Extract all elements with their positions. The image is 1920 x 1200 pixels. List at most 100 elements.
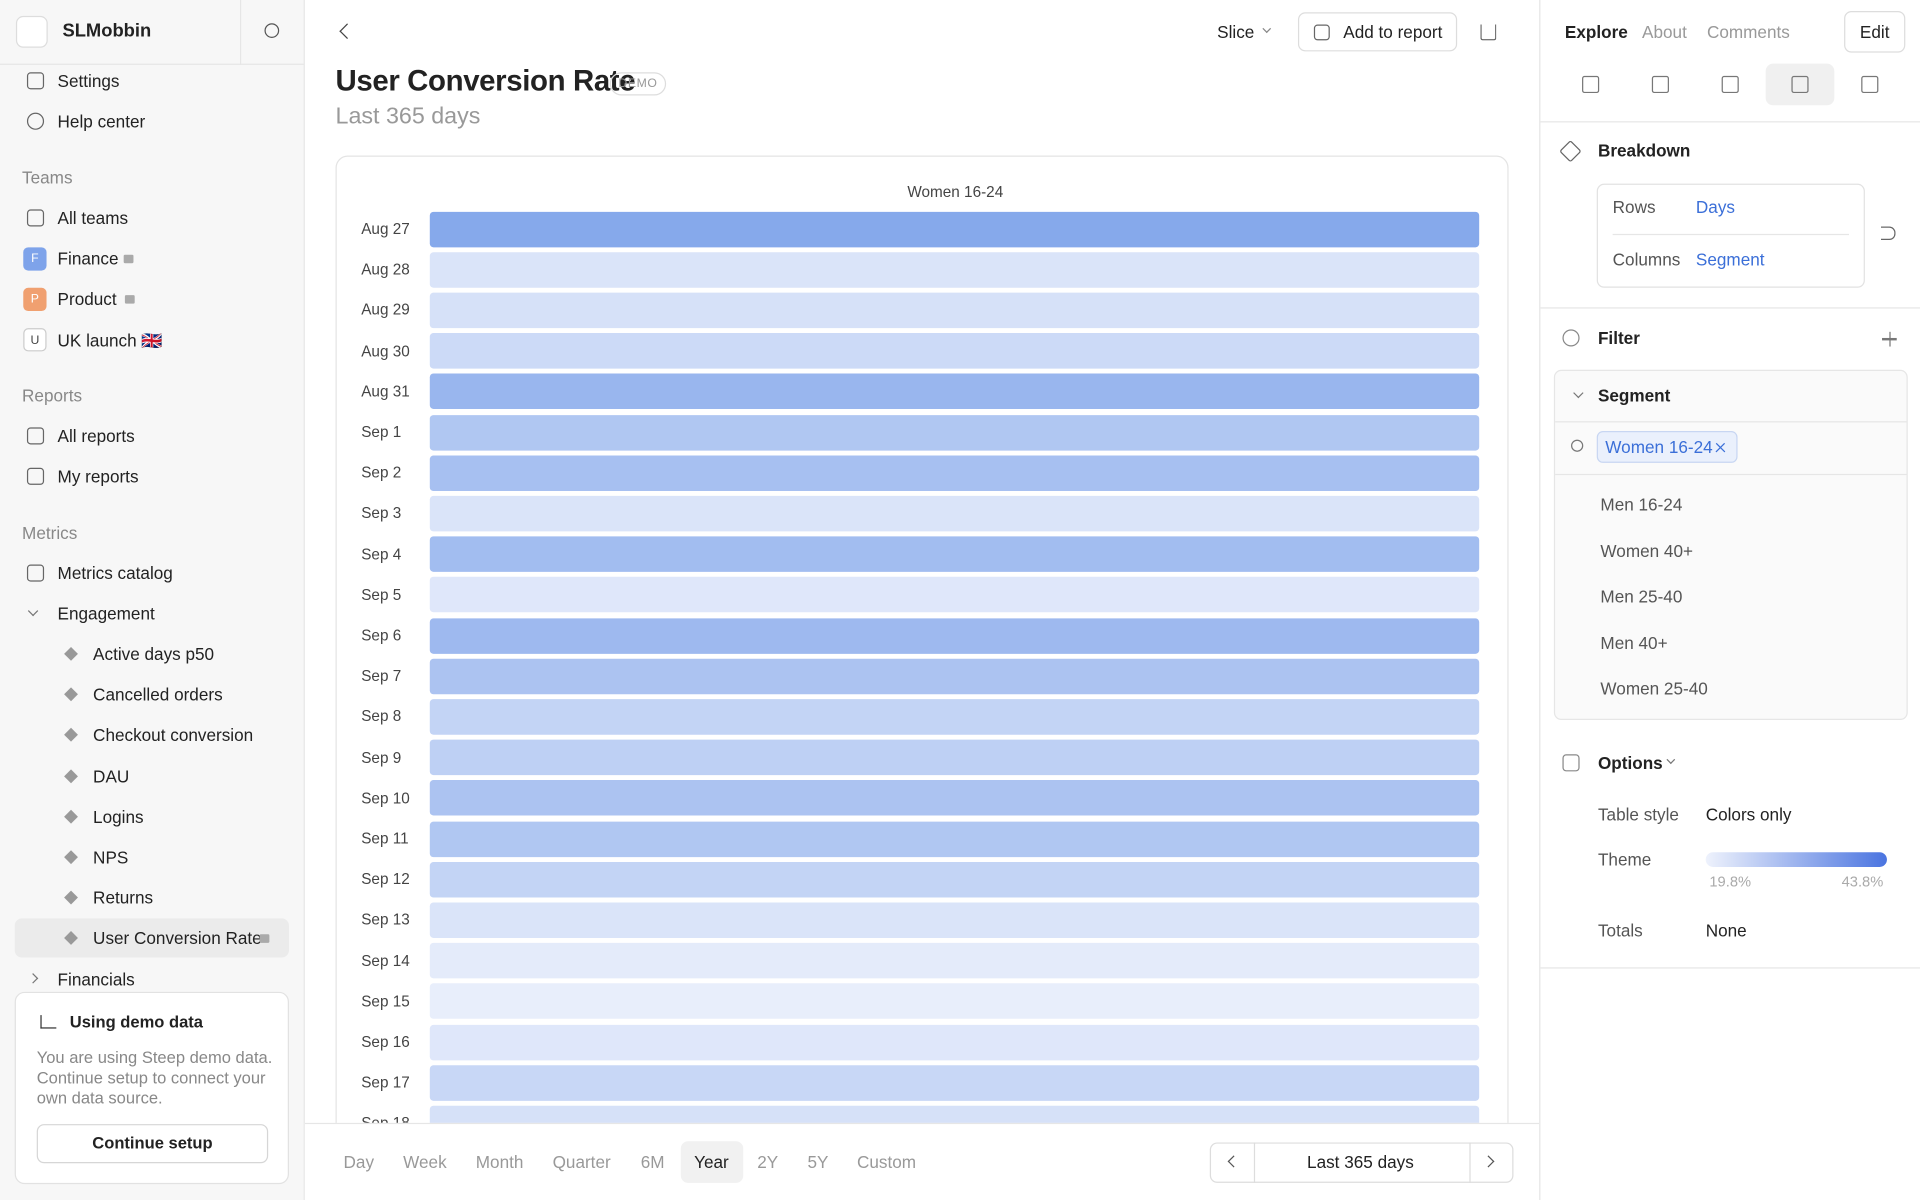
search-icon[interactable] <box>264 23 280 38</box>
tab[interactable]: Comments <box>1706 22 1790 42</box>
divider <box>1540 967 1920 969</box>
segment-option[interactable]: Women 25-40 <box>1600 678 1708 698</box>
selected-range <box>680 1141 744 1183</box>
row-label: Sep 6 <box>361 626 402 645</box>
heatmap-cell <box>429 658 1480 694</box>
team-link[interactable]: UK launch 🇬🇧 <box>57 330 163 350</box>
heatmap-cell <box>429 821 1480 857</box>
icon <box>26 467 45 485</box>
row-label: Sep 12 <box>361 870 410 888</box>
demo-badge: DEMO <box>609 72 667 96</box>
nav-link[interactable]: All reports <box>57 426 135 446</box>
edit-button[interactable]: Edit <box>1844 11 1906 53</box>
heatmap-cell <box>429 902 1480 938</box>
segment-option[interactable]: Men 40+ <box>1600 632 1668 653</box>
option-value[interactable]: None <box>1705 920 1747 941</box>
back-button[interactable] <box>339 23 355 40</box>
icon <box>26 427 45 445</box>
segment-box <box>1553 369 1908 720</box>
metric-link[interactable]: Active days p50 <box>93 644 215 664</box>
range-option[interactable]: 6M <box>640 1152 665 1172</box>
range-option[interactable]: Custom <box>856 1152 917 1172</box>
row-label: Sep 14 <box>361 952 410 970</box>
range-option[interactable]: Month <box>475 1152 524 1172</box>
range-option[interactable]: Week <box>403 1152 447 1172</box>
segment-option[interactable]: Men 25-40 <box>1600 586 1683 607</box>
heatmap-cell <box>429 536 1480 572</box>
heatmap-cell <box>429 455 1480 491</box>
nav-link[interactable]: My reports <box>57 466 139 487</box>
metric-group[interactable]: Financials <box>57 969 135 990</box>
divider <box>1253 1142 1256 1183</box>
heatmap-cell <box>429 333 1480 369</box>
heatmap-cell <box>429 780 1480 816</box>
range-option[interactable]: 2Y <box>757 1152 779 1172</box>
team-link[interactable]: All teams <box>57 208 129 228</box>
row-label: Sep 1 <box>361 423 402 441</box>
workspace-name[interactable]: SLMobbin <box>62 20 152 42</box>
row-label: Sep 5 <box>361 586 402 604</box>
field-value[interactable]: Segment <box>1695 249 1765 270</box>
tab[interactable]: About <box>1642 22 1687 42</box>
heatmap-card: Women 16-24 Aug 27 Aug 28 Aug 29 Aug 30 Aug 3… <box>335 155 1509 1136</box>
metric-link[interactable]: Cancelled orders <box>93 684 223 705</box>
segment-option[interactable]: Women 40+ <box>1600 540 1694 561</box>
row-label: Aug 28 <box>361 261 410 279</box>
range-option[interactable]: 5Y <box>807 1152 829 1172</box>
slice-dropdown[interactable]: Slice <box>1217 22 1255 42</box>
metric-group[interactable]: Engagement <box>57 603 155 624</box>
field-value[interactable]: Days <box>1695 197 1735 217</box>
section-title[interactable]: Options <box>1597 753 1663 773</box>
metric-link[interactable]: NPS <box>93 847 129 867</box>
section-heading: Metrics <box>22 522 78 543</box>
search-icon <box>1571 439 1584 452</box>
icon <box>1559 139 1582 162</box>
range-option[interactable]: Year <box>694 1152 729 1172</box>
team-link[interactable]: Finance <box>57 248 119 269</box>
segment-option[interactable]: Men 16-24 <box>1600 494 1683 515</box>
icon <box>26 209 45 227</box>
heatmap-cell <box>429 211 1480 247</box>
continue-button[interactable]: Continue setup <box>36 1124 269 1164</box>
icon <box>1480 23 1497 40</box>
icon <box>26 112 45 130</box>
range-option[interactable]: Day <box>343 1152 375 1172</box>
team-link[interactable]: Product <box>57 289 117 310</box>
column-header: Women 16-24 <box>907 183 1004 201</box>
add-button[interactable] <box>1297 12 1458 52</box>
chip <box>1596 431 1738 463</box>
tab[interactable]: Explore <box>1564 22 1628 42</box>
theme-gradient[interactable] <box>1705 852 1887 867</box>
option-value[interactable]: Colors only <box>1705 804 1792 825</box>
heatmap-cell <box>429 1064 1480 1101</box>
add-filter <box>1888 331 1891 346</box>
icon <box>1721 75 1739 94</box>
breakdown-box <box>1596 183 1865 288</box>
nav-link[interactable]: Settings <box>57 71 120 91</box>
metric-link[interactable]: DAU <box>93 766 130 786</box>
metric-link[interactable]: User Conversion Rate <box>93 928 262 949</box>
row-label: Sep 3 <box>361 504 402 523</box>
row-label: Sep 4 <box>361 545 402 563</box>
metric-link[interactable]: Checkout conversion <box>93 725 254 745</box>
segment-header[interactable]: Segment <box>1597 385 1671 406</box>
swap-icon[interactable] <box>1880 226 1896 240</box>
metric-link[interactable]: Logins <box>93 806 144 827</box>
icon <box>1562 329 1580 347</box>
divider <box>240 0 242 65</box>
range-option[interactable]: Quarter <box>552 1152 611 1172</box>
heatmap-cell <box>429 414 1480 450</box>
heatmap-cell <box>429 577 1480 613</box>
nav-link[interactable]: Metrics catalog <box>57 563 173 583</box>
divider <box>1540 307 1920 309</box>
add-to-report: Add to report <box>1343 22 1443 42</box>
demo-card: Using demo data You are using Steep demo … <box>14 991 289 1185</box>
heatmap-cell <box>429 495 1480 532</box>
lock-icon <box>124 295 135 305</box>
report-title: User Conversion Rate <box>335 64 636 98</box>
icon <box>15 15 48 48</box>
row-label: Sep 17 <box>361 1074 410 1092</box>
metric-link[interactable]: Returns <box>93 887 154 908</box>
nav-link[interactable]: Help center <box>57 111 146 132</box>
icon <box>1562 754 1580 772</box>
